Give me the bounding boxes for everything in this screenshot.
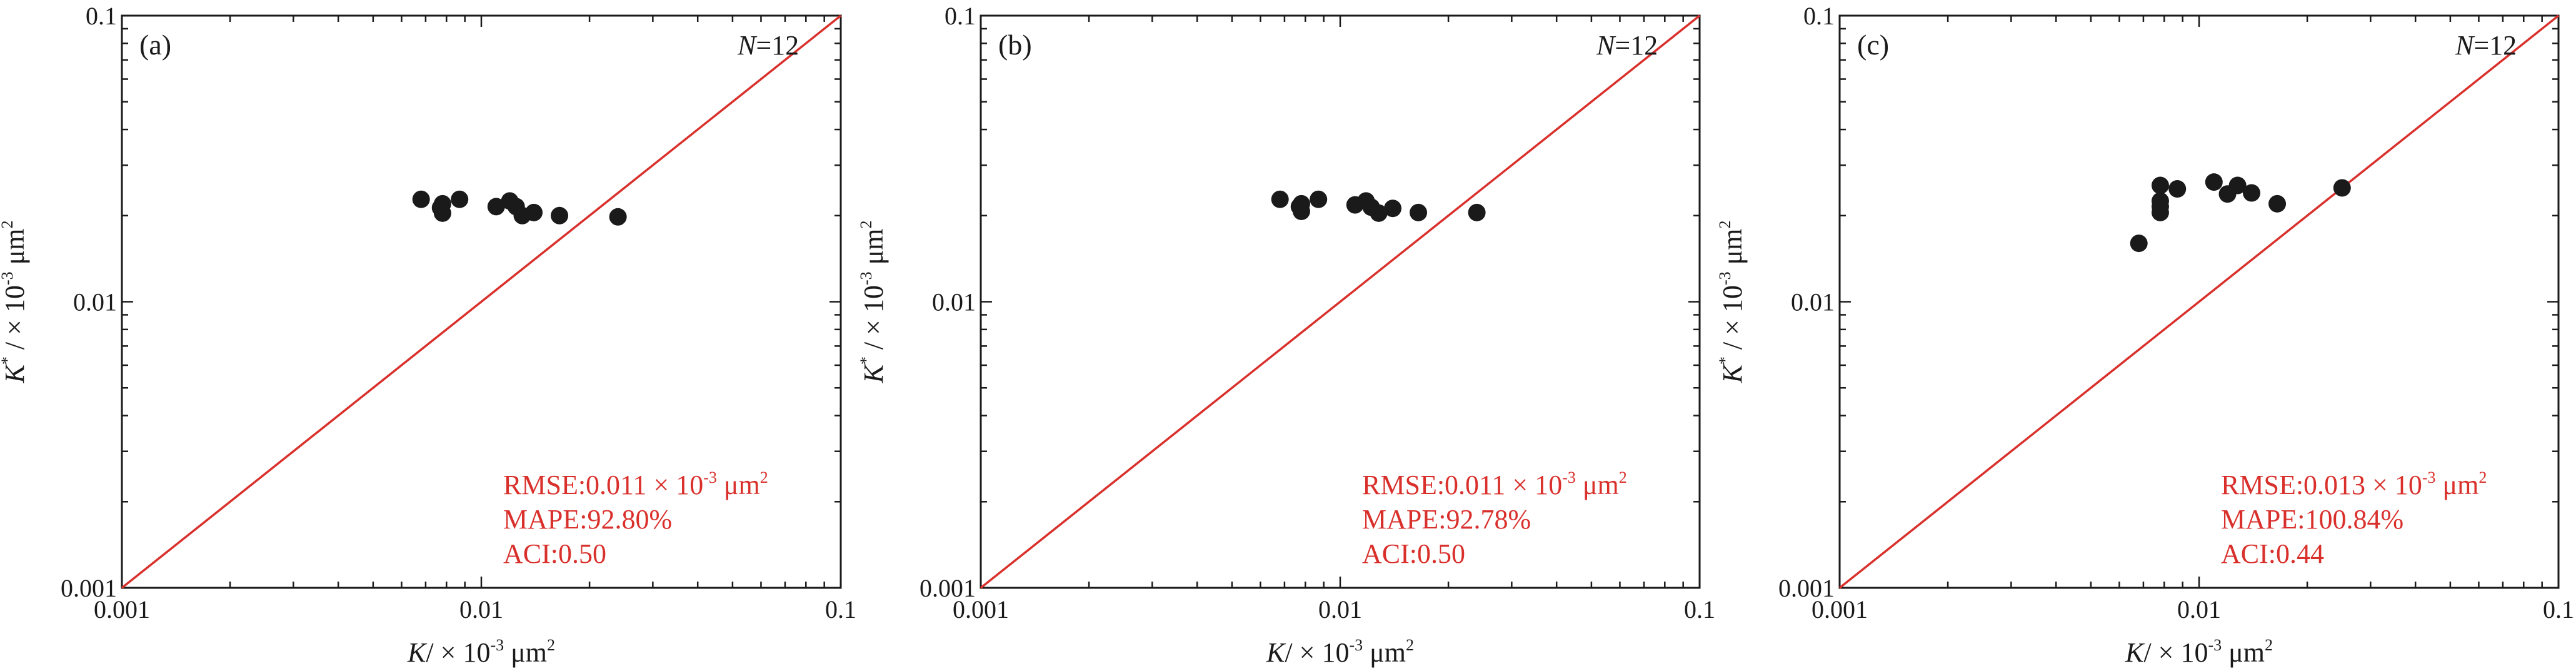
- data-point: [2168, 180, 2187, 198]
- y-tick-label: 0.01: [932, 288, 976, 316]
- data-point: [1384, 199, 1402, 218]
- axis-ticks: [980, 14, 1701, 589]
- data-points: [2130, 173, 2351, 253]
- x-tick-label: 0.001: [1812, 595, 1868, 623]
- scatter-plot-b: 0.001 0.01 0.1 0.001 0.01 0.1 (b) N=12 RMSE:0.01…: [857, 2, 1715, 668]
- x-tick-label: 0.01: [2177, 595, 2221, 623]
- x-tick-label: 0.1: [825, 595, 856, 623]
- data-point: [1292, 194, 1310, 213]
- y-tick-label: 0.001: [1778, 574, 1835, 602]
- x-tick-label: 0.01: [459, 595, 503, 623]
- metric-line: MAPE:100.84%: [2221, 504, 2403, 535]
- metrics-block: RMSE:0.013 × 10-3 μm2 MAPE:100.84%ACI:0.4…: [2221, 468, 2487, 569]
- x-tick-label: 0.01: [1318, 595, 1362, 623]
- panel-label: (b): [998, 29, 1032, 61]
- y-tick-label: 0.01: [73, 288, 117, 316]
- y-tick-label: 0.1: [945, 2, 976, 30]
- y-tick-label: 0.001: [61, 574, 117, 602]
- y-tick-label: 0.1: [1803, 2, 1835, 30]
- data-point: [1271, 190, 1289, 208]
- sample-count-label: N=12: [2455, 30, 2517, 61]
- identity-line: [1838, 14, 2560, 589]
- data-point: [2151, 198, 2169, 216]
- data-point: [2333, 179, 2351, 197]
- y-tick-label: 0.01: [1791, 288, 1835, 316]
- data-point: [1410, 203, 1428, 221]
- x-axis-title: K/ × 10-3 μm2: [2125, 636, 2273, 668]
- data-point: [451, 190, 469, 208]
- sample-count-label: N=12: [737, 30, 799, 61]
- x-tick-label: 0.001: [953, 595, 1009, 623]
- scatter-plot-c: 0.001 0.01 0.1 0.001 0.01 0.1 (c) N=12 RMSE:0.01…: [1716, 2, 2574, 668]
- y-tick-label: 0.1: [86, 2, 117, 30]
- data-point: [412, 190, 430, 208]
- data-point: [1370, 204, 1388, 222]
- sample-count-label: N=12: [1596, 30, 1658, 61]
- metric-line: MAPE:92.78%: [1362, 504, 1531, 535]
- data-point: [2243, 184, 2261, 202]
- data-point: [2130, 235, 2148, 253]
- y-axis-title: K* / × 10-3 μm2: [0, 221, 30, 384]
- metrics-block: RMSE:0.011 × 10-3 μm2 MAPE:92.78%ACI:0.50: [1362, 468, 1627, 569]
- chart-panel-b: 0.001 0.01 0.1 0.001 0.01 0.1 (b) N=12 RMSE:0.01…: [857, 0, 1717, 671]
- data-point: [487, 198, 505, 216]
- data-point: [1310, 190, 1328, 208]
- y-axis-title: K* / × 10-3 μm2: [1716, 221, 1748, 384]
- data-point: [433, 194, 451, 213]
- data-point: [2151, 176, 2169, 194]
- data-point: [2268, 194, 2287, 213]
- data-point: [525, 203, 543, 221]
- panel-label: (c): [1857, 29, 1889, 61]
- y-axis-title: K* / × 10-3 μm2: [857, 221, 889, 384]
- data-point: [2228, 176, 2247, 194]
- x-tick-label: 0.1: [1684, 595, 1715, 623]
- chart-panel-c: 0.001 0.01 0.1 0.001 0.01 0.1 (c) N=12 RMSE:0.01…: [1716, 0, 2576, 671]
- metric-line: ACI:0.50: [503, 538, 606, 569]
- axis-ticks: [121, 14, 842, 589]
- x-tick-label: 0.1: [2543, 595, 2574, 623]
- identity-line: [121, 14, 842, 589]
- panel-label: (a): [139, 29, 171, 61]
- data-point: [2205, 173, 2223, 191]
- metric-line: RMSE:0.011 × 10-3 μm2: [1362, 468, 1627, 500]
- metric-line: ACI:0.44: [2221, 538, 2324, 569]
- data-point: [609, 208, 627, 226]
- axis-ticks: [1838, 14, 2560, 589]
- data-points: [1271, 190, 1486, 222]
- data-point: [551, 206, 569, 225]
- x-axis-title: K/ × 10-3 μm2: [407, 636, 555, 668]
- chart-panel-a: 0.001 0.01 0.1 0.001 0.01 0.1 (a) N=12 RMSE:0.01…: [0, 0, 858, 671]
- metric-line: ACI:0.50: [1362, 538, 1465, 569]
- metric-line: RMSE:0.013 × 10-3 μm2: [2221, 468, 2487, 500]
- metrics-block: RMSE:0.011 × 10-3 μm2 MAPE:92.80%ACI:0.50: [503, 468, 768, 569]
- scatter-plot-a: 0.001 0.01 0.1 0.001 0.01 0.1 (a) N=12 RMSE:0.01…: [0, 2, 856, 668]
- y-tick-label: 0.001: [920, 574, 976, 602]
- metric-line: RMSE:0.011 × 10-3 μm2: [503, 468, 768, 500]
- x-axis-title: K/ × 10-3 μm2: [1266, 636, 1414, 668]
- metric-line: MAPE:92.80%: [503, 504, 672, 535]
- data-points: [412, 190, 627, 226]
- x-tick-label: 0.001: [94, 595, 150, 623]
- identity-line: [980, 14, 1701, 589]
- data-point: [1468, 203, 1486, 221]
